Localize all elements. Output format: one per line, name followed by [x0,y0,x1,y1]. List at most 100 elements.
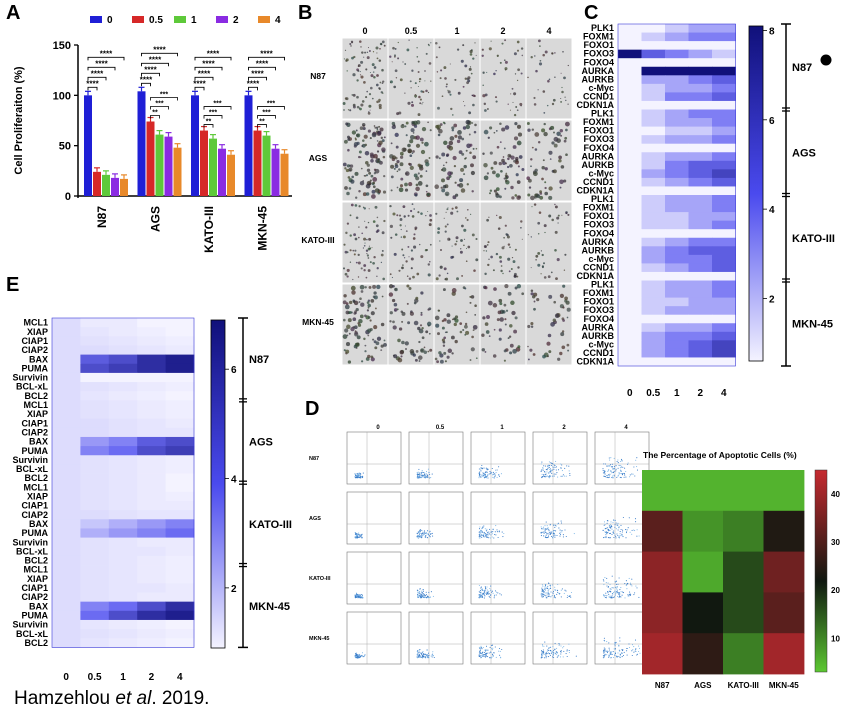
flow-event-dot [611,653,613,655]
flow-event-dot [545,476,547,478]
cell-colony [346,251,349,254]
cell-colony [466,208,469,211]
flow-event-dot [549,653,551,655]
flow-event-dot [418,652,420,654]
cell-colony [363,81,366,84]
cell-colony [392,46,395,50]
cell-colony [474,123,477,127]
cell-colony [502,156,505,158]
cell-colony [400,177,404,181]
cell-colony [560,100,563,103]
flow-event-dot [550,462,552,464]
heatmap-cell [688,126,713,136]
heatmap-cell [688,160,713,170]
flow-event-dot [542,528,544,530]
heatmap-cell [641,152,666,162]
flow-event-dot [418,536,420,538]
flow-event-dot [603,463,605,465]
flow-event-dot [418,472,420,474]
apoptosis-cell [763,551,805,593]
flow-event-dot [416,532,418,534]
flow-event-dot [421,534,423,536]
heatmap-cell [712,66,736,76]
flow-event-dot [546,653,548,655]
flow-event-dot [495,656,497,658]
flow-event-dot [500,473,502,475]
flow-event-dot [543,591,545,593]
caption-author: Hamzehlou [14,688,116,709]
cell-colony [396,112,400,116]
cell-colony [441,152,446,157]
flow-event-dot [545,521,547,523]
heatmap-cell [137,555,166,566]
cell-colony [536,298,540,302]
flow-row-label: MKN-45 [309,636,329,642]
cell-colony [453,322,457,327]
cell-colony [543,112,546,114]
cell-colony [530,267,532,269]
flow-event-dot [482,531,484,533]
heatmap-cell [712,271,736,281]
cell-colony [470,347,475,352]
flow-event-dot [611,528,613,530]
heatmap-cell [641,263,666,273]
cell-colony [370,357,375,362]
flow-event-dot [614,641,616,644]
cell-colony [516,284,522,289]
sig-bracket [150,97,178,101]
flow-event-dot [623,651,625,653]
flow-event-dot [481,595,483,597]
flow-event-dot [608,464,610,466]
flow-event-dot [548,530,550,532]
flow-event-dot [487,593,489,595]
heatmap-cell [618,237,642,247]
heatmap-cell [165,473,195,484]
heatmap-cell [688,263,713,273]
cell-colony [404,63,407,65]
cell-colony [503,359,506,362]
heatmap-cell [52,638,81,648]
flow-event-dot [608,595,610,597]
flow-event-dot [361,476,363,478]
cell-colony [344,167,347,170]
heatmap-cell [80,318,110,328]
flow-event-dot [633,651,635,653]
heatmap-row-label: CCND1 [583,177,614,187]
flow-event-dot [425,471,428,473]
flow-event-dot [480,587,482,589]
flow-event-dot [554,464,556,466]
cell-colony [359,297,362,301]
flow-event-dot [544,586,546,588]
cell-colony [543,122,546,126]
cell-colony [418,360,421,362]
cell-colony [413,173,418,178]
cell-colony [373,325,378,330]
flow-event-dot [569,594,571,597]
flow-event-dot [420,474,422,476]
flow-event-dot [553,594,556,596]
heatmap-cell [688,83,713,93]
flow-event-dot [562,536,564,538]
heatmap-cell [80,482,110,493]
cell-colony [425,248,429,252]
cell-colony [372,177,378,182]
flow-event-dot [635,459,637,461]
sig-label: *** [213,101,221,108]
apoptosis-col-label: N87 [655,681,670,690]
flow-event-dot [552,536,554,538]
cell-colony [365,249,369,252]
cell-colony [442,185,447,189]
flow-event-dot [482,654,484,656]
flow-event-dot [359,595,361,597]
flow-event-dot [614,594,616,596]
cell-colony [371,189,376,194]
flow-event-dot [424,653,427,655]
heatmap-row-label: c-Myc [588,254,614,264]
cell-colony [462,44,465,47]
heatmap-col-label: 4 [721,388,727,399]
cell-colony [354,331,358,335]
cell-colony [411,152,414,155]
cell-colony [486,108,489,110]
heatmap-row-label: FOXO1 [583,297,614,307]
cell-colony [425,190,428,193]
